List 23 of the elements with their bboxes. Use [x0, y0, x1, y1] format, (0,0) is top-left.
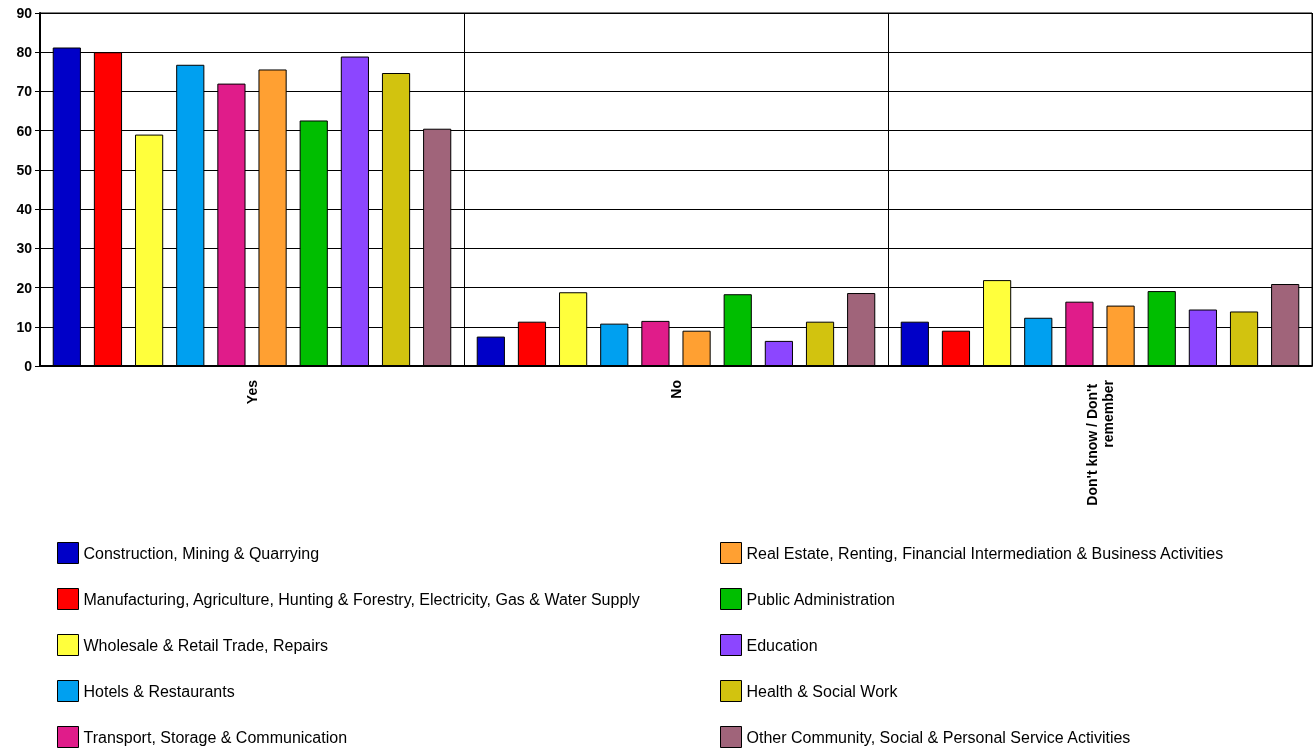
legend-label: Education [746, 636, 818, 654]
legend-label: Hotels & Restaurants [83, 682, 235, 700]
legend-label: Construction, Mining & Quarrying [83, 544, 320, 562]
x-tick-label: Don't know / Don't remember [1084, 379, 1116, 506]
legend-label: Public Administration [746, 590, 896, 608]
legend-label: Wholesale & Retail Trade, Repairs [83, 636, 329, 654]
y-tick-label: 50 [16, 161, 33, 178]
legend-label: Transport, Storage & Communication [83, 728, 348, 746]
legend-label: Manufacturing, Agriculture, Hunting & Forestry, Electricity, Gas & Water Supply [83, 590, 640, 608]
y-tick-label: 10 [16, 318, 33, 335]
y-tick-label: 80 [16, 44, 33, 61]
y-tick-label: 40 [16, 201, 33, 218]
y-tick-label: 30 [16, 240, 33, 257]
y-tick-label: 0 [24, 358, 33, 374]
x-tick-label: No [668, 380, 684, 399]
x-tick-label: Yes [244, 379, 260, 405]
legend-label: Health & Social Work [746, 682, 899, 700]
legend-label: Other Community, Social & Personal Service Activities [746, 728, 1131, 746]
y-tick-label: 90 [16, 5, 33, 21]
y-tick-label: 70 [16, 83, 33, 100]
legend-label: Real Estate, Renting, Financial Intermediation & Business Activities [746, 544, 1224, 562]
y-tick-label: 60 [16, 122, 33, 139]
y-tick-label: 20 [16, 279, 33, 296]
